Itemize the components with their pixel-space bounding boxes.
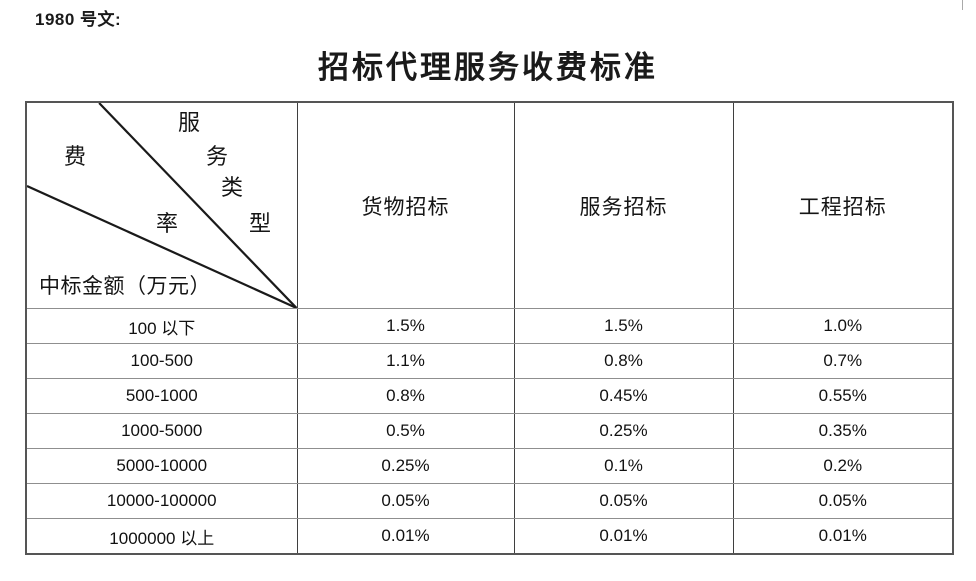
table-row: 5000-10000 0.25% 0.1% 0.2%	[25, 448, 954, 484]
goods-rate-cell: 0.01%	[296, 518, 515, 555]
table-row: 1000-5000 0.5% 0.25% 0.35%	[25, 413, 954, 449]
goods-rate-cell: 1.5%	[296, 308, 515, 344]
works-rate-cell: 0.2%	[732, 448, 954, 484]
services-rate-cell: 0.25%	[513, 413, 734, 449]
amount-range-cell: 100 以下	[25, 308, 298, 344]
works-rate-cell: 0.55%	[732, 378, 954, 414]
corner-label-rate-char: 率	[156, 211, 179, 236]
table-row: 500-1000 0.8% 0.45% 0.55%	[25, 378, 954, 414]
services-rate-cell: 0.01%	[513, 518, 734, 555]
works-rate-cell: 1.0%	[732, 308, 954, 344]
table-row: 1000000 以上 0.01% 0.01% 0.01%	[25, 518, 954, 555]
corner-label-type-char3: 类	[221, 175, 244, 200]
table-row: 100 以下 1.5% 1.5% 1.0%	[25, 308, 954, 344]
fee-standard-table: 费 率 服 务 类 型 中标金额（万元） 货物招标 服务招标 工程招标 100 …	[25, 101, 954, 555]
table-row: 10000-100000 0.05% 0.05% 0.05%	[25, 483, 954, 519]
document-number-label: 1980 号文:	[35, 10, 122, 29]
goods-rate-cell: 0.8%	[296, 378, 515, 414]
corner-label-fee-char: 费	[64, 144, 87, 169]
goods-rate-cell: 0.25%	[296, 448, 515, 484]
services-rate-cell: 1.5%	[513, 308, 734, 344]
works-rate-cell: 0.01%	[732, 518, 954, 555]
services-rate-cell: 0.05%	[513, 483, 734, 519]
amount-range-cell: 5000-10000	[25, 448, 298, 484]
goods-rate-cell: 0.05%	[296, 483, 515, 519]
goods-rate-cell: 1.1%	[296, 343, 515, 379]
goods-rate-cell: 0.5%	[296, 413, 515, 449]
column-header-goods: 货物招标	[296, 101, 515, 309]
services-rate-cell: 0.45%	[513, 378, 734, 414]
column-header-works: 工程招标	[732, 101, 954, 309]
amount-range-cell: 500-1000	[25, 378, 298, 414]
works-rate-cell: 0.7%	[732, 343, 954, 379]
table-header-row: 费 率 服 务 类 型 中标金额（万元） 货物招标 服务招标 工程招标	[25, 101, 954, 309]
table-row: 100-500 1.1% 0.8% 0.7%	[25, 343, 954, 379]
works-rate-cell: 0.05%	[732, 483, 954, 519]
amount-range-cell: 1000000 以上	[25, 518, 298, 555]
amount-range-cell: 10000-100000	[25, 483, 298, 519]
page-title: 招标代理服务收费标准	[318, 50, 658, 85]
amount-range-cell: 1000-5000	[25, 413, 298, 449]
amount-range-cell: 100-500	[25, 343, 298, 379]
diagonal-divider-lines	[27, 103, 296, 308]
corner-label-type-char2: 务	[206, 144, 229, 169]
column-header-services: 服务招标	[513, 101, 734, 309]
services-rate-cell: 0.8%	[513, 343, 734, 379]
works-rate-cell: 0.35%	[732, 413, 954, 449]
page-edge-artifact	[962, 0, 963, 10]
services-rate-cell: 0.1%	[513, 448, 734, 484]
corner-label-amount: 中标金额（万元）	[39, 274, 211, 298]
corner-label-type-char4: 型	[249, 211, 272, 236]
corner-label-type-char1: 服	[178, 110, 201, 135]
diagonal-header-cell: 费 率 服 务 类 型 中标金额（万元）	[25, 101, 298, 309]
